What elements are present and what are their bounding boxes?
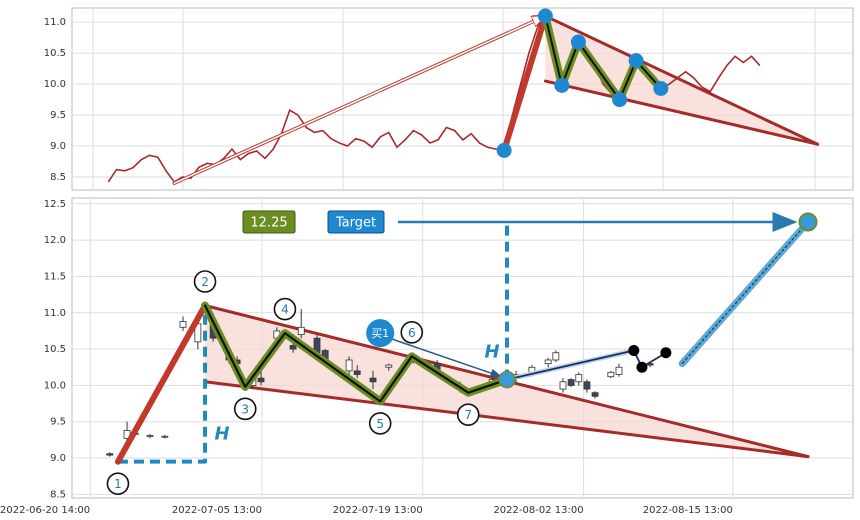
- wave-line-inner: [203, 304, 509, 403]
- y-tick-label: 11.5: [44, 271, 66, 282]
- recent-point: [628, 345, 640, 357]
- y-tick-label: 12.5: [44, 199, 66, 210]
- candle-body: [106, 453, 114, 456]
- x-tick-label: 2022-08-02 13:00: [493, 505, 583, 516]
- height-label: H: [214, 424, 229, 445]
- y-tick-label: 8.5: [50, 172, 66, 183]
- pattern-point: [653, 80, 669, 96]
- projection-dash: [681, 221, 809, 364]
- candle-body: [552, 352, 560, 361]
- pattern-point: [554, 77, 570, 93]
- candle-body: [575, 374, 583, 383]
- target-point: [798, 212, 818, 232]
- y-tick-label: 9.0: [50, 453, 66, 464]
- recent-point: [636, 361, 648, 373]
- triangle-edge: [203, 380, 810, 459]
- candle-body: [297, 326, 305, 335]
- candle-body: [369, 377, 377, 383]
- wave-label: 2: [201, 275, 209, 289]
- x-tick-label: 2022-06-20 14:00: [0, 505, 90, 516]
- bottom-panel: [71, 197, 854, 499]
- x-tick-label: 2022-07-05 13:00: [172, 505, 262, 516]
- y-tick-label: 11.0: [44, 17, 66, 28]
- candle-body: [257, 377, 265, 383]
- target-value-box: [242, 210, 296, 234]
- candle-body: [591, 392, 599, 397]
- buy-signal: [366, 319, 395, 348]
- x-tick-label: 2022-08-15 13:00: [643, 505, 733, 516]
- y-tick-label: 10.0: [44, 380, 66, 391]
- candle-body: [161, 435, 169, 438]
- triangle-edge: [543, 14, 820, 146]
- wave-label-ring: [233, 397, 257, 421]
- wave-label: 4: [281, 303, 289, 317]
- wave-label-ring: [368, 412, 392, 435]
- x-tick-label: 2022-07-19 13:00: [333, 505, 423, 516]
- candle-body: [385, 364, 393, 368]
- y-tick-label: 9.5: [50, 110, 66, 121]
- pattern-point: [496, 142, 512, 158]
- triangle-edge: [543, 79, 820, 146]
- candle-body: [544, 359, 552, 365]
- pattern-point: [537, 8, 553, 24]
- wave-label-ring: [273, 297, 297, 321]
- target-name: Target: [335, 215, 376, 230]
- recent-point: [660, 347, 672, 359]
- y-tick-label: 9.5: [50, 417, 66, 428]
- pattern-point: [628, 53, 644, 69]
- y-tick-label: 8.5: [50, 489, 66, 500]
- candle-body: [179, 321, 187, 328]
- target-name-box: [327, 210, 385, 234]
- y-tick-label: 10.0: [44, 79, 66, 90]
- wave-label: 3: [241, 402, 249, 416]
- wave-label: 6: [408, 326, 416, 340]
- impulse-line: [501, 13, 549, 154]
- candle-body: [583, 381, 591, 390]
- impulse-line: [114, 302, 209, 465]
- y-tick-label: 9.0: [50, 141, 66, 152]
- candle-body: [345, 359, 353, 372]
- buy-label: 买1: [371, 327, 389, 340]
- candle-body: [289, 345, 297, 350]
- wave-label-ring: [106, 472, 130, 495]
- wave-label-ring: [193, 270, 217, 293]
- wave-label-ring: [400, 321, 424, 344]
- wave-label: 5: [376, 417, 384, 431]
- pattern-point: [570, 34, 586, 50]
- candle-body: [615, 366, 623, 375]
- trend-arrow-inner: [173, 16, 545, 184]
- pattern-point: [612, 92, 628, 108]
- buy-arrow: [391, 338, 503, 378]
- candle-body: [607, 371, 615, 378]
- wave-label: 7: [464, 408, 472, 422]
- y-tick-label: 11.0: [44, 308, 66, 319]
- candle-body: [559, 381, 567, 390]
- y-tick-label: 12.0: [44, 235, 66, 246]
- y-tick-label: 10.5: [44, 344, 66, 355]
- wave-label: 1: [114, 477, 122, 491]
- top-panel: [71, 7, 854, 191]
- candle-body: [353, 370, 361, 375]
- candle-body: [567, 379, 575, 386]
- breakout-point: [498, 370, 516, 389]
- height-label: H: [484, 342, 499, 363]
- recent-line: [506, 349, 667, 381]
- y-tick-label: 10.5: [44, 48, 66, 59]
- candle-body: [146, 435, 154, 437]
- wave-label-ring: [456, 403, 480, 426]
- height-line: [117, 305, 208, 464]
- target-value: 12.25: [250, 215, 287, 230]
